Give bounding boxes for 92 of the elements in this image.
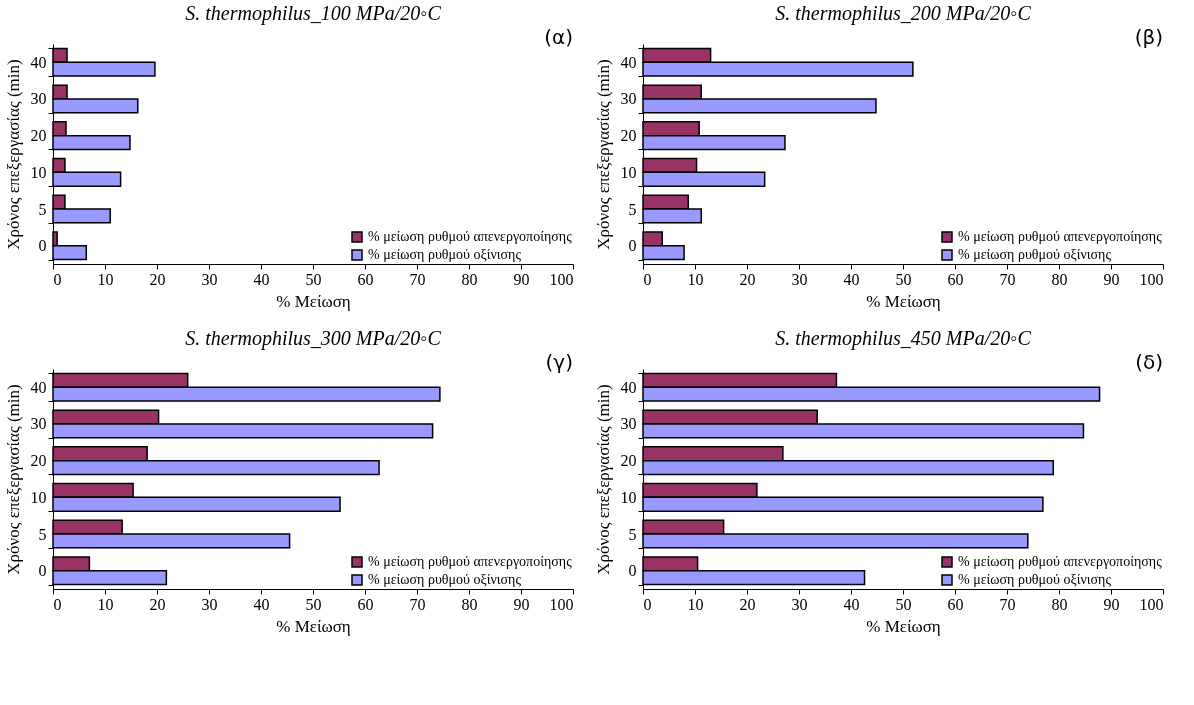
y-tick-label: 20 — [620, 452, 637, 470]
y-tick-label: 30 — [30, 90, 47, 108]
x-tick-label: 70 — [409, 270, 426, 288]
x-tick-label: 90 — [1103, 270, 1120, 288]
y-tick-label: 40 — [620, 53, 637, 71]
y-axis-title: Χρόνος επεξεργασίας (min) — [3, 59, 23, 250]
legend-label: % μείωση ρυθμού οξίνισης — [368, 572, 522, 587]
x-tick-label: 50 — [305, 595, 322, 613]
y-tick-label: 5 — [628, 200, 637, 218]
annotation: (δ) — [1135, 350, 1163, 374]
x-tick-label: 0 — [53, 270, 62, 288]
x-tick-label: 40 — [843, 270, 860, 288]
y-tick-label: 10 — [30, 488, 47, 506]
x-tick-label: 40 — [253, 270, 270, 288]
y-tick-label: 5 — [38, 200, 47, 218]
x-tick-label: 0 — [53, 595, 62, 613]
legend-label: % μείωση ρυθμού απενεργοποίησης — [958, 229, 1163, 244]
x-axis-title: % Μείωση — [866, 616, 941, 636]
y-tick-label: 20 — [620, 127, 637, 145]
legend-label: % μείωση ρυθμού απενεργοποίησης — [368, 229, 573, 244]
x-tick-label: 20 — [149, 270, 166, 288]
y-tick-label: 0 — [628, 237, 637, 255]
y-tick-label: 0 — [38, 237, 47, 255]
x-tick-label: 0 — [643, 270, 652, 288]
y-tick-label: 20 — [30, 452, 47, 470]
y-tick-label: 40 — [30, 378, 47, 396]
x-tick-label: 70 — [999, 595, 1016, 613]
y-tick-label: 0 — [628, 562, 637, 580]
x-tick-label: 70 — [999, 270, 1016, 288]
annotation: (β) — [1134, 25, 1163, 49]
x-tick-label: 100 — [1139, 595, 1164, 613]
x-tick-label: 100 — [1139, 270, 1164, 288]
x-tick-label: 20 — [739, 270, 756, 288]
x-tick-label: 10 — [97, 595, 114, 613]
x-tick-label: 10 — [97, 270, 114, 288]
x-tick-label: 40 — [253, 595, 270, 613]
chart-title: S. thermophilus_300 MPa/20◦C — [185, 327, 442, 350]
x-tick-label: 60 — [947, 270, 964, 288]
x-tick-label: 70 — [409, 595, 426, 613]
x-axis-title: % Μείωση — [276, 616, 351, 636]
x-tick-label: 40 — [843, 595, 860, 613]
y-tick-label: 40 — [620, 378, 637, 396]
x-axis-title: % Μείωση — [866, 291, 941, 311]
y-tick-label: 5 — [628, 525, 637, 543]
x-tick-label: 30 — [791, 595, 808, 613]
y-tick-label: 30 — [30, 415, 47, 433]
annotation: (α) — [544, 25, 573, 49]
x-tick-label: 50 — [895, 270, 912, 288]
x-tick-label: 20 — [149, 595, 166, 613]
x-tick-label: 60 — [357, 270, 374, 288]
x-tick-label: 90 — [513, 595, 530, 613]
y-tick-label: 20 — [30, 127, 47, 145]
x-tick-label: 90 — [513, 270, 530, 288]
x-tick-label: 0 — [643, 595, 652, 613]
x-tick-label: 10 — [687, 270, 704, 288]
y-axis-title: Χρόνος επεξεργασίας (min) — [593, 59, 613, 250]
chart-title: S. thermophilus_100 MPa/20◦C — [185, 2, 442, 25]
x-tick-label: 60 — [947, 595, 964, 613]
chart-title: S. thermophilus_450 MPa/20◦C — [775, 327, 1032, 350]
y-tick-label: 30 — [620, 90, 637, 108]
x-tick-label: 50 — [305, 270, 322, 288]
y-tick-label: 10 — [30, 163, 47, 181]
x-tick-label: 100 — [549, 595, 574, 613]
x-tick-label: 50 — [895, 595, 912, 613]
y-tick-label: 30 — [620, 415, 637, 433]
legend-label: % μείωση ρυθμού απενεργοποίησης — [368, 554, 573, 569]
x-tick-label: 80 — [1051, 595, 1068, 613]
y-tick-label: 10 — [620, 163, 637, 181]
legend-label: % μείωση ρυθμού οξίνισης — [958, 572, 1112, 587]
x-tick-label: 10 — [687, 595, 704, 613]
annotation: (γ) — [545, 350, 573, 374]
y-axis-title: Χρόνος επεξεργασίας (min) — [3, 384, 23, 575]
x-tick-label: 30 — [201, 270, 218, 288]
y-tick-label: 5 — [38, 525, 47, 543]
chart-title: S. thermophilus_200 MPa/20◦C — [775, 2, 1032, 25]
x-axis-title: % Μείωση — [276, 291, 351, 311]
legend-label: % μείωση ρυθμού απενεργοποίησης — [958, 554, 1163, 569]
y-tick-label: 0 — [38, 562, 47, 580]
x-tick-label: 80 — [461, 595, 478, 613]
legend-label: % μείωση ρυθμού οξίνισης — [368, 247, 522, 262]
x-tick-label: 100 — [549, 270, 574, 288]
x-tick-label: 80 — [1051, 270, 1068, 288]
y-tick-label: 10 — [620, 488, 637, 506]
x-tick-label: 90 — [1103, 595, 1120, 613]
x-tick-label: 30 — [201, 595, 218, 613]
legend-label: % μείωση ρυθμού οξίνισης — [958, 247, 1112, 262]
y-axis-title: Χρόνος επεξεργασίας (min) — [593, 384, 613, 575]
x-tick-label: 30 — [791, 270, 808, 288]
x-tick-label: 20 — [739, 595, 756, 613]
x-tick-label: 60 — [357, 595, 374, 613]
y-tick-label: 40 — [30, 53, 47, 71]
x-tick-label: 80 — [461, 270, 478, 288]
